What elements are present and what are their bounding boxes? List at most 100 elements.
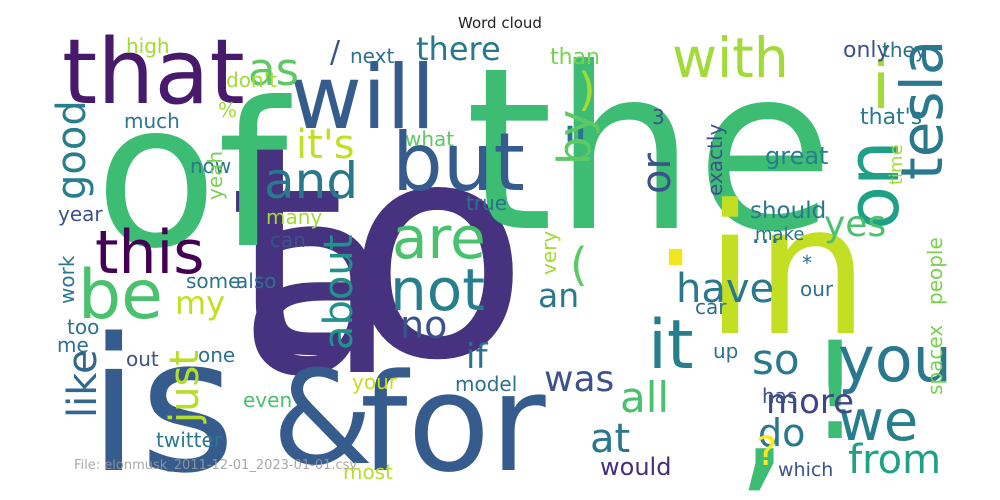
- word-we: we: [838, 389, 918, 454]
- word-symbol31: ): [578, 63, 596, 116]
- word-as: as: [248, 43, 299, 96]
- word-this: this: [95, 218, 204, 288]
- word-dont: don't: [226, 68, 277, 92]
- word-or: or: [634, 153, 680, 194]
- word-should: should: [750, 198, 826, 224]
- word-exactly: exactly: [703, 124, 727, 196]
- word-symbol71: ...: [751, 216, 780, 251]
- word-have: have: [676, 266, 774, 312]
- word-make: make: [755, 224, 804, 245]
- word-than: than: [550, 45, 600, 70]
- word-if: if: [466, 337, 488, 377]
- word-just: just: [162, 350, 208, 424]
- word-out: out: [126, 347, 159, 371]
- word-its: it's: [296, 122, 355, 168]
- word-to: to: [228, 77, 529, 426]
- file-caption: File: elonmusk_2011-12-01_2023-01-01.csv: [74, 458, 358, 473]
- word-would: would: [600, 453, 671, 481]
- word-good: good: [49, 100, 95, 200]
- word-symbol54: ?: [756, 429, 777, 475]
- word-not: not: [390, 256, 485, 324]
- word-twitter: twitter: [156, 428, 223, 452]
- word-now: now: [190, 154, 231, 178]
- word-symbol38: (: [570, 238, 588, 291]
- word-an: an: [538, 276, 579, 315]
- word-time: time: [886, 144, 907, 185]
- word-of: of: [95, 60, 292, 293]
- word-about: about: [316, 235, 362, 350]
- word-spacex: spacex: [923, 325, 947, 395]
- word-even: even: [243, 388, 292, 412]
- word-has: has: [762, 384, 797, 408]
- word-will: will: [290, 46, 435, 149]
- word-thats: that's: [860, 105, 922, 130]
- word-like: like: [60, 349, 106, 418]
- word-yeah: yeah: [203, 151, 227, 200]
- word-symbol9: ,: [735, 309, 791, 500]
- word-great: great: [765, 142, 828, 170]
- word-high: high: [126, 34, 170, 58]
- word-symbol81: %: [218, 98, 237, 122]
- word-are: are: [392, 204, 486, 272]
- word-next: next: [350, 44, 394, 68]
- word-most: most: [343, 460, 393, 484]
- word-one: one: [198, 343, 235, 367]
- word-and: and: [264, 152, 358, 210]
- word-symbol70: *: [802, 251, 812, 275]
- word-by: by: [548, 110, 601, 165]
- word-symbol5: &: [272, 342, 373, 494]
- word-3: 3: [652, 105, 665, 129]
- word-no: no: [400, 303, 447, 347]
- word-year: year: [58, 202, 103, 226]
- word-the: the: [465, 20, 834, 282]
- chart-title: Word cloud: [458, 14, 542, 32]
- word-model: model: [455, 372, 517, 396]
- word-is: is: [88, 298, 236, 500]
- word-symbol27: ": [562, 114, 589, 182]
- word-but: but: [392, 116, 525, 209]
- word-it: it: [648, 306, 694, 385]
- word-all: all: [620, 373, 669, 422]
- word-what: what: [405, 127, 454, 151]
- word-me: me: [57, 333, 89, 357]
- word-so: so: [752, 335, 800, 384]
- word-only: only: [843, 38, 890, 63]
- word-people: people: [923, 237, 947, 305]
- word-for: for: [360, 345, 546, 500]
- word-very: very: [537, 231, 561, 275]
- word-which: which: [778, 459, 833, 481]
- word-work: work: [55, 255, 79, 304]
- word-much: much: [124, 109, 180, 133]
- word-with: with: [672, 26, 789, 90]
- word-up: up: [713, 339, 738, 363]
- word-that: that: [62, 20, 245, 125]
- word-your: your: [352, 370, 398, 394]
- word-also: also: [236, 269, 276, 293]
- word-at: at: [590, 416, 630, 462]
- word-a: a: [238, 132, 397, 434]
- word-symbol8: .: [655, 144, 696, 296]
- word-they: they: [882, 38, 927, 62]
- word-i: i: [872, 49, 890, 124]
- word-our: our: [800, 277, 834, 301]
- word-in: in: [705, 167, 869, 376]
- word-many: many: [266, 205, 322, 229]
- word-true: true: [466, 191, 507, 215]
- word-be: be: [78, 256, 163, 335]
- word-some: some: [186, 269, 240, 293]
- word-symbol10: !: [808, 313, 862, 470]
- word-from: from: [848, 437, 941, 483]
- word-yes: yes: [824, 204, 886, 245]
- word-car: car: [695, 295, 727, 319]
- word-tesla: tesla: [888, 40, 956, 180]
- word-you: you: [838, 323, 952, 396]
- word-do: do: [758, 411, 805, 455]
- word-my: my: [175, 284, 225, 322]
- word-on: on: [831, 140, 915, 230]
- word-symbol30: /: [330, 35, 341, 70]
- word-too: too: [67, 315, 99, 339]
- word-can: can: [270, 228, 306, 252]
- word-there: there: [416, 30, 501, 68]
- word-was: was: [544, 359, 614, 400]
